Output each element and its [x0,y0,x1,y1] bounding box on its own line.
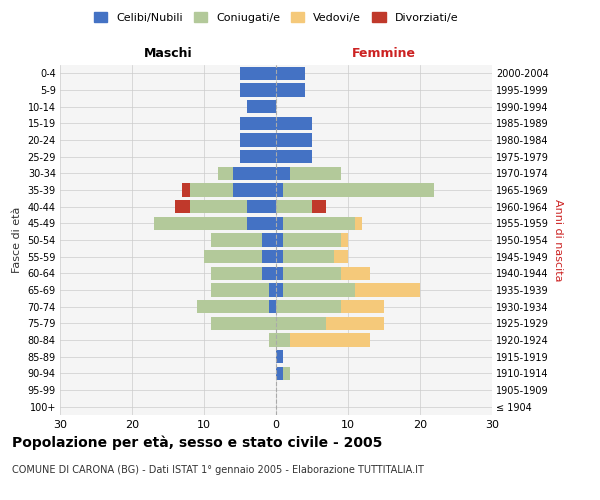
Bar [233,184,276,196]
Bar [262,266,276,280]
Legend: Celibi/Nubili, Coniugati/e, Vedovi/e, Divorziati/e: Celibi/Nubili, Coniugati/e, Vedovi/e, Di… [89,8,463,27]
Bar [276,134,312,146]
Text: Popolazione per età, sesso e stato civile - 2005: Popolazione per età, sesso e stato civil… [12,435,382,450]
Bar [247,216,276,230]
Bar [240,150,276,164]
Bar [276,334,290,346]
Bar [269,300,276,314]
Bar [218,166,233,180]
Bar [276,216,283,230]
Text: Femmine: Femmine [352,47,416,60]
Bar [240,116,276,130]
Bar [175,200,190,213]
Bar [240,84,276,96]
Bar [283,184,434,196]
Bar [276,150,312,164]
Bar [190,184,233,196]
Bar [276,66,305,80]
Bar [355,284,420,296]
Bar [276,200,312,213]
Bar [269,284,276,296]
Bar [290,166,341,180]
Bar [276,184,283,196]
Bar [276,166,290,180]
Bar [269,334,276,346]
Bar [240,66,276,80]
Bar [283,284,355,296]
Y-axis label: Anni di nascita: Anni di nascita [553,198,563,281]
Bar [276,350,283,364]
Bar [276,266,283,280]
Text: COMUNE DI CARONA (BG) - Dati ISTAT 1° gennaio 2005 - Elaborazione TUTTITALIA.IT: COMUNE DI CARONA (BG) - Dati ISTAT 1° ge… [12,465,424,475]
Bar [197,300,269,314]
Bar [276,84,305,96]
Y-axis label: Fasce di età: Fasce di età [12,207,22,273]
Bar [240,134,276,146]
Bar [283,234,341,246]
Bar [276,366,283,380]
Bar [341,300,384,314]
Bar [326,316,384,330]
Bar [262,234,276,246]
Bar [276,116,312,130]
Bar [211,266,262,280]
Bar [276,284,283,296]
Bar [247,100,276,114]
Bar [341,234,348,246]
Bar [283,366,290,380]
Bar [211,234,262,246]
Bar [190,200,247,213]
Bar [283,266,341,280]
Bar [334,250,348,264]
Bar [276,316,326,330]
Bar [283,216,355,230]
Bar [211,316,276,330]
Bar [233,166,276,180]
Bar [341,266,370,280]
Bar [247,200,276,213]
Bar [276,234,283,246]
Bar [290,334,370,346]
Bar [355,216,362,230]
Bar [204,250,262,264]
Bar [283,250,334,264]
Bar [262,250,276,264]
Bar [154,216,247,230]
Bar [312,200,326,213]
Bar [211,284,269,296]
Bar [276,300,341,314]
Bar [182,184,190,196]
Bar [276,250,283,264]
Text: Maschi: Maschi [143,47,193,60]
